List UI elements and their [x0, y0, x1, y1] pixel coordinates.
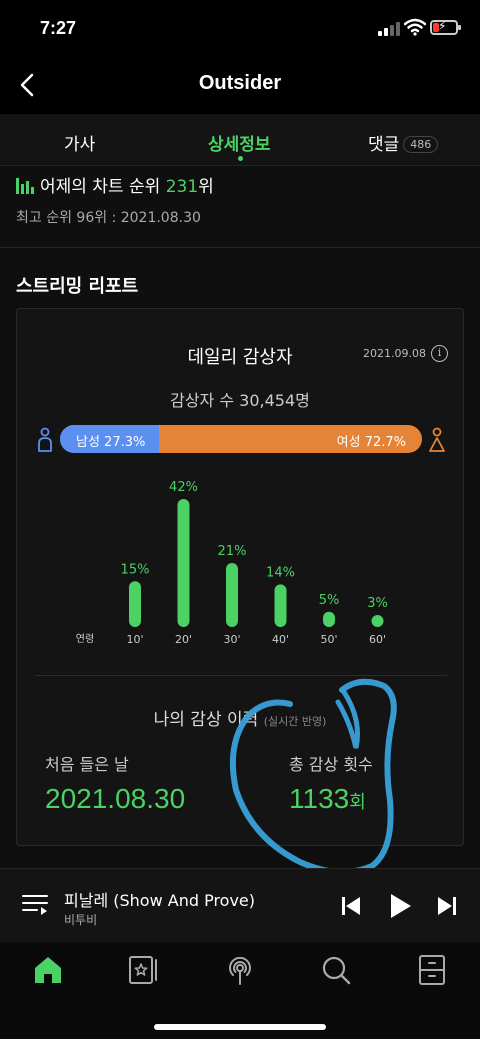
- age-bar: [226, 563, 238, 627]
- status-time: 7:27: [40, 18, 77, 38]
- tab-comments-label: 댓글: [368, 135, 400, 155]
- age-bar-value-label: 15%: [121, 562, 150, 577]
- playlist-icon[interactable]: [22, 893, 48, 917]
- tab-comments[interactable]: 댓글 486: [368, 130, 439, 155]
- bottom-navigation: [0, 942, 480, 1039]
- streaming-report-card: 데일리 감상자 2021.09.08 i 감상자 수 30,454명 남성 27…: [16, 308, 464, 846]
- age-bar-value-label: 21%: [218, 544, 247, 559]
- previous-track-icon[interactable]: [338, 893, 364, 919]
- play-icon[interactable]: [386, 892, 414, 920]
- chart-rank-suffix: 위: [198, 177, 214, 197]
- age-bar-chart: 연령 15% 10' 42% 20' 21% 30' 14% 40' 5% 50' 3% 60': [76, 480, 388, 646]
- back-arrow-icon[interactable]: [14, 70, 44, 100]
- status-bar: 7:27 ⚡: [0, 0, 480, 58]
- my-library-icon[interactable]: [128, 954, 160, 986]
- page-title: Outsider: [198, 72, 282, 94]
- age-bar-value-label: 14%: [266, 565, 295, 580]
- podcast-icon[interactable]: [224, 954, 256, 986]
- age-bar-value-label: 3%: [367, 596, 388, 611]
- search-icon[interactable]: [320, 954, 352, 986]
- age-axis-label: 연령: [76, 633, 94, 645]
- chart-rank: 어제의 차트 순위 231위: [16, 172, 476, 197]
- best-rank: 최고 순위 96위 : 2021.08.30: [16, 210, 201, 226]
- total-plays-label: 총 감상 횟수: [289, 755, 373, 774]
- age-category-label: 50': [320, 633, 337, 646]
- history-title: 나의 감상 이력 (실시간 반영): [17, 705, 463, 730]
- comment-count-badge: 486: [403, 136, 439, 153]
- age-bar-value-label: 5%: [319, 593, 340, 608]
- female-share-label: 여성 72.7%: [336, 435, 406, 450]
- chart-bars-icon: [16, 178, 34, 194]
- song-title[interactable]: 피날레 (Show And Prove): [64, 891, 256, 910]
- tab-bar: 가사 상세정보 댓글 486: [0, 114, 480, 166]
- card-divider: [35, 675, 447, 676]
- age-category-label: 40': [272, 633, 289, 646]
- chart-rank-value: 231: [165, 177, 199, 197]
- section-title: 스트리밍 리포트: [16, 276, 139, 297]
- home-indicator: [154, 1024, 326, 1030]
- total-plays-number: 1133: [289, 783, 350, 814]
- top-nav: Outsider: [0, 58, 480, 114]
- age-bar: [177, 499, 190, 627]
- history-subtitle: (실시간 반영): [263, 715, 327, 728]
- age-bar: [371, 615, 384, 627]
- home-icon[interactable]: [32, 954, 64, 986]
- age-category-label: 60': [369, 633, 386, 646]
- age-category-label: 10': [126, 633, 143, 646]
- total-plays-value: 1133회: [289, 783, 366, 815]
- chart-rank-prefix: 어제의 차트 순위: [40, 177, 166, 197]
- mini-player[interactable]: 피날레 (Show And Prove) 비투비: [0, 868, 480, 942]
- report-date: 2021.09.08: [363, 347, 426, 360]
- next-track-icon[interactable]: [434, 893, 460, 919]
- age-bar-value-label: 42%: [169, 480, 198, 495]
- male-share-fill: [60, 425, 159, 453]
- age-category-label: 30': [223, 633, 240, 646]
- first-listen-label: 처음 들은 날: [45, 755, 129, 774]
- age-bar: [129, 581, 141, 627]
- active-tab-indicator: [238, 156, 243, 161]
- song-artist[interactable]: 비투비: [64, 913, 98, 927]
- history-title-text: 나의 감상 이력: [153, 710, 259, 730]
- wifi-icon: [404, 18, 426, 36]
- male-share-label: 남성 27.3%: [76, 435, 146, 450]
- listener-count: 감상자 수 30,454명: [170, 391, 310, 410]
- age-bar: [323, 611, 335, 627]
- gender-ratio-bar: 남성 27.3% 여성 72.7%: [60, 425, 422, 453]
- age-bar: [274, 584, 287, 627]
- battery-low-icon: ⚡: [430, 19, 461, 35]
- female-icon: [429, 427, 445, 452]
- cellular-signal-icon: [378, 22, 400, 36]
- info-icon[interactable]: i: [431, 345, 448, 362]
- total-plays-unit: 회: [349, 792, 366, 812]
- daily-listeners-title: 데일리 감상자: [187, 347, 293, 368]
- male-icon: [38, 427, 52, 452]
- first-listen-date: 2021.08.30: [45, 783, 186, 814]
- divider: [0, 247, 480, 248]
- storage-box-icon[interactable]: [416, 954, 448, 986]
- tab-details[interactable]: 상세정보: [208, 135, 271, 155]
- tab-lyrics[interactable]: 가사: [64, 135, 96, 155]
- age-category-label: 20': [175, 633, 192, 646]
